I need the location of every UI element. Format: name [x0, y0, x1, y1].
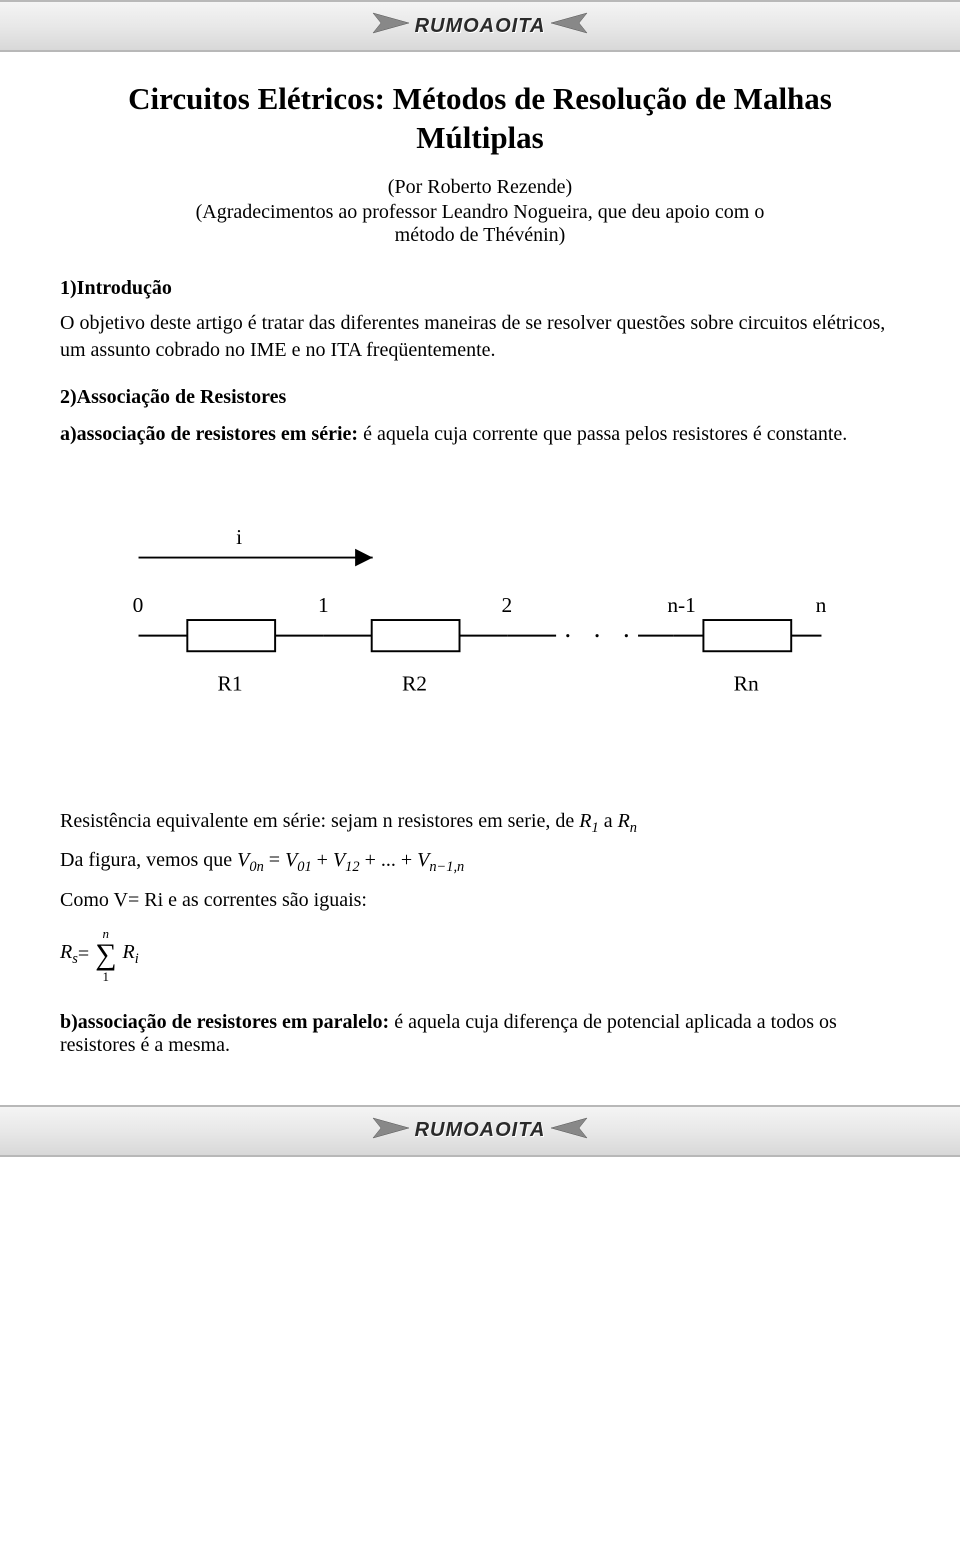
page-title: Circuitos Elétricos: Métodos de Resoluçã… [60, 80, 900, 158]
dots: + ... + [365, 849, 418, 871]
series-resistors-diagram: i R1 R2 Rn 0 1 2 n-1 n [80, 496, 880, 746]
equiv-series-line: Resistência equivalente em série: sejam … [60, 806, 900, 840]
wing-left-icon [369, 1116, 409, 1146]
vn1n: Vn−1,n [417, 849, 464, 871]
equiv-series-pre: Resistência equivalente em série: sejam … [60, 810, 579, 832]
sigma-bottom: 1 [103, 970, 110, 983]
equiv-series-a: a [604, 810, 618, 832]
svg-text:n: n [816, 593, 827, 617]
section-2b-bold: b)associação de resistores em paralelo: [60, 1011, 389, 1033]
svg-text:2: 2 [501, 593, 512, 617]
ack-line-1: (Agradecimentos ao professor Leandro Nog… [196, 201, 765, 223]
footer-logo-text: RUMOAOITA [415, 1119, 546, 1142]
svg-text:R1: R1 [218, 671, 243, 695]
equiv-series-rn: Rn [618, 810, 637, 832]
v12: V12 [333, 849, 360, 871]
byline: (Por Roberto Rezende) [60, 176, 900, 199]
voltage-sum-line: Da figura, vemos que V0n = V01 + V12 + .… [60, 845, 900, 879]
title-line-2: Múltiplas [416, 120, 543, 155]
ri-rhs: Ri [123, 941, 139, 968]
svg-text:i: i [236, 524, 242, 548]
svg-text:n-1: n-1 [667, 593, 696, 617]
logo-text: RUMOAOITA [415, 15, 546, 38]
svg-text:0: 0 [133, 593, 144, 617]
header-logo-bar: RUMOAOITA [0, 0, 960, 52]
section-2a-bold: a)associação de resistores em série: [60, 423, 358, 445]
v01: V01 [285, 849, 312, 871]
section-1-paragraph: O objetivo deste artigo é tratar das dif… [60, 310, 900, 364]
rs-lhs: Rs [60, 941, 78, 968]
sigma-symbol: ∑ [95, 940, 116, 970]
title-line-1: Circuitos Elétricos: Métodos de Resoluçã… [128, 81, 832, 116]
equiv-series-r1: R1 [579, 810, 598, 832]
section-2-heading: 2)Associação de Resistores [60, 386, 900, 409]
section-2b-heading: b)associação de resistores em paralelo: … [60, 1011, 900, 1057]
v0n: V0n [237, 849, 264, 871]
wing-left-icon [369, 11, 409, 41]
series-diagram-container: i R1 R2 Rn 0 1 2 n-1 n [60, 496, 900, 746]
ack-line-2: método de Thévénin) [395, 224, 566, 246]
eq-sign-2: = [78, 943, 89, 966]
condition-line: Como V= Ri e as correntes são iguais: [60, 885, 900, 915]
footer-logo-bar: RUMOAOITA [0, 1105, 960, 1157]
section-1-heading: 1)Introdução [60, 277, 900, 300]
logo: RUMOAOITA [369, 11, 592, 41]
sigma-icon: n ∑ 1 [95, 927, 116, 983]
plus-1: + [317, 849, 333, 871]
eq-sign-1: = [269, 849, 285, 871]
page-content: Circuitos Elétricos: Métodos de Resoluçã… [0, 52, 960, 1105]
voltage-pre: Da figura, vemos que [60, 849, 237, 871]
footer-logo: RUMOAOITA [369, 1116, 592, 1146]
svg-text:R2: R2 [402, 671, 427, 695]
sum-equation: Rs = n ∑ 1 Ri [60, 927, 139, 983]
wing-right-icon [551, 11, 591, 41]
svg-text:Rn: Rn [734, 671, 759, 695]
section-2a-heading: a)associação de resistores em série: é a… [60, 423, 900, 446]
acknowledgement: (Agradecimentos ao professor Leandro Nog… [60, 201, 900, 247]
section-2a-rest: é aquela cuja corrente que passa pelos r… [358, 423, 847, 445]
wing-right-icon [551, 1116, 591, 1146]
svg-text:1: 1 [318, 593, 329, 617]
